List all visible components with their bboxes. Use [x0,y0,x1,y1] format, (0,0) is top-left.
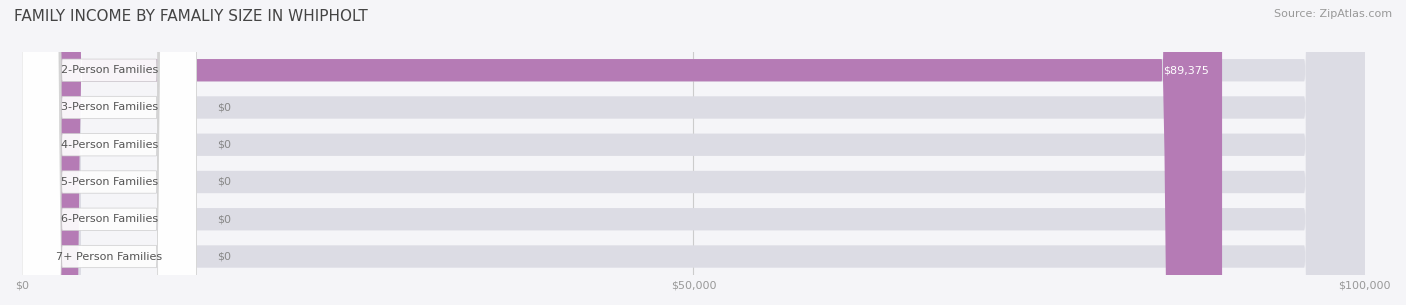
FancyBboxPatch shape [22,0,1365,305]
FancyBboxPatch shape [22,0,197,305]
FancyBboxPatch shape [22,0,197,305]
Text: $0: $0 [217,140,231,150]
FancyBboxPatch shape [22,0,1365,305]
Text: $0: $0 [217,102,231,113]
Text: 4-Person Families: 4-Person Families [60,140,157,150]
Text: $89,375: $89,375 [1163,65,1209,75]
FancyBboxPatch shape [22,0,197,305]
Text: 3-Person Families: 3-Person Families [60,102,157,113]
Text: $0: $0 [217,252,231,261]
FancyBboxPatch shape [22,0,197,305]
FancyBboxPatch shape [22,0,1365,305]
Text: $0: $0 [217,214,231,224]
Text: 7+ Person Families: 7+ Person Families [56,252,162,261]
FancyBboxPatch shape [22,0,1365,305]
Text: $0: $0 [217,177,231,187]
FancyBboxPatch shape [22,0,197,305]
FancyBboxPatch shape [22,0,197,305]
Text: 6-Person Families: 6-Person Families [60,214,157,224]
FancyBboxPatch shape [22,0,1365,305]
FancyBboxPatch shape [22,0,1222,305]
Text: FAMILY INCOME BY FAMALIY SIZE IN WHIPHOLT: FAMILY INCOME BY FAMALIY SIZE IN WHIPHOL… [14,9,368,24]
Text: Source: ZipAtlas.com: Source: ZipAtlas.com [1274,9,1392,19]
Text: 5-Person Families: 5-Person Families [60,177,157,187]
FancyBboxPatch shape [22,0,1365,305]
Text: 2-Person Families: 2-Person Families [60,65,157,75]
